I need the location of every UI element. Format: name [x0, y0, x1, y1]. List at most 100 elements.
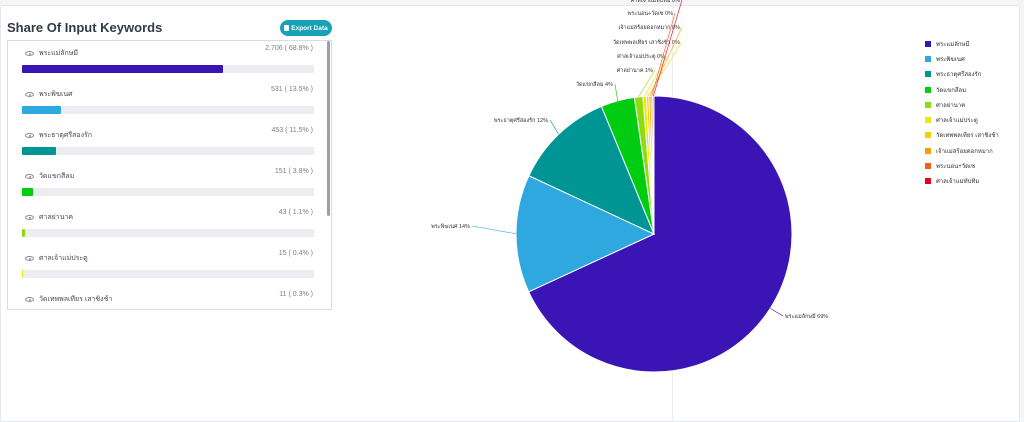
legend-label: ศาลย่านาค [936, 102, 966, 109]
legend-item[interactable]: พระนอน+วัดเซ [925, 158, 999, 173]
document-icon [284, 25, 290, 31]
legend-label: พระพิฆเนศ [936, 56, 965, 63]
keyword-bar-track [22, 106, 314, 114]
pie-data-label: ศาลเจ้าแม่ทับทิม 0% [631, 0, 680, 4]
legend-swatch [925, 55, 931, 62]
legend-item[interactable]: พระธาตุศรีสองรัก [925, 67, 999, 82]
legend-item[interactable]: พระพิฆเนศ [925, 51, 999, 66]
pie-slice[interactable] [652, 95, 655, 235]
legend-swatch [925, 147, 931, 154]
eye-icon[interactable] [25, 174, 34, 179]
keyword-bar-track [22, 270, 314, 278]
export-label: Export Data [291, 24, 328, 32]
legend-label: ศาลเจ้าแม่ประตู [936, 118, 978, 125]
pie-data-label: พระธาตุศรีสองรัก 12% [494, 117, 548, 124]
panel-title: Share Of Input Keywords [7, 20, 163, 35]
legend-swatch [925, 117, 931, 124]
share-pie-chart: พระแม่ลักษมี 69% พระพิฆเนศ 14% พระธาตุศรีส… [431, 0, 828, 373]
pie-data-label: พระแม่ลักษมี 69% [785, 313, 828, 320]
pie-label-leader [471, 225, 517, 235]
pie-label-leader [638, 69, 656, 98]
pie-label-leader [651, 12, 676, 97]
keyword-value: 15 ( 0.4% ) [278, 250, 313, 257]
legend-label: พระนอน+วัดเซ [936, 164, 976, 171]
keyword-label: วัดเทพพลเทียร เสาชิงช้า [39, 296, 113, 303]
pie-data-label: ศาลย่านาค 1% [617, 67, 653, 74]
keyword-value: 151 ( 3.8% ) [274, 168, 313, 175]
keyword-label: พระพิฆเนศ [39, 91, 73, 98]
legend-item[interactable]: ศาลเจ้าแม่ประตู [925, 112, 999, 127]
keyword-label: พระธาตุศรีสองรัก [39, 132, 92, 139]
keyword-bar-fill [22, 229, 26, 237]
keyword-list: พระแม่ลักษมี 2,706 ( 68.8% ) พระพิฆเนศ 531 … [7, 40, 332, 310]
keyword-value: 43 ( 1.1% ) [278, 209, 313, 216]
keyword-item: วัดเทพพลเทียร เสาชิงช้า 11 ( 0.3% ) [8, 287, 328, 309]
keyword-bar-track [22, 147, 314, 155]
legend-swatch [925, 163, 931, 170]
pie-label-leader [647, 41, 683, 97]
legend-label: วัดเทพพลเทียร เสาชิงช้า [936, 133, 999, 140]
legend-label: พระแม่ลักษมี [936, 41, 970, 48]
legend-item[interactable]: วัดแขกสีลม [925, 82, 999, 97]
keyword-label: ศาลย่านาค [39, 214, 74, 221]
legend-item[interactable]: ศาลย่านาค [925, 97, 999, 112]
legend-label: วัดแขกสีลม [936, 87, 967, 94]
legend-swatch [925, 132, 931, 139]
chart-legend: พระแม่ลักษมีพระพิฆเนศพระธาตุศรีสองรักวัด… [925, 36, 999, 189]
legend-label: พระธาตุศรีสองรัก [936, 72, 982, 79]
eye-icon[interactable] [25, 256, 34, 261]
pie-data-label: พระนอน+วัดเซ 0% [628, 10, 673, 17]
keyword-label: วัดแขกสีลม [39, 173, 75, 180]
keyword-value: 531 ( 13.5% ) [270, 86, 313, 93]
eye-icon[interactable] [25, 297, 34, 302]
legend-item[interactable]: วัดเทพพลเทียร เสาชิงช้า [925, 128, 999, 143]
pie-slice[interactable] [515, 175, 656, 293]
legend-item[interactable]: พระแม่ลักษมี [925, 36, 999, 51]
list-scrollbar[interactable] [327, 41, 330, 216]
pie-slice[interactable] [528, 105, 655, 235]
pie-data-label: วัดแขกสีลม 4% [576, 81, 613, 88]
legend-swatch [925, 178, 931, 185]
keyword-item: พระแม่ลักษมี 2,706 ( 68.8% ) [8, 41, 328, 82]
keyword-bar-track [22, 65, 314, 73]
pie-label-leader [549, 119, 559, 135]
legend-swatch [925, 71, 931, 78]
legend-label: ศาลเจ้าแม่ทับทิม [936, 179, 980, 186]
keyword-item: พระพิฆเนศ 531 ( 13.5% ) [8, 82, 328, 123]
keyword-item: ศาลเจ้าแม่ประตู 15 ( 0.4% ) [8, 246, 328, 287]
keyword-bar-track [22, 229, 314, 237]
keyword-bar-fill [22, 188, 34, 196]
keyword-value: 2,706 ( 68.8% ) [265, 45, 313, 52]
eye-icon[interactable] [25, 92, 34, 97]
keyword-label: พระแม่ลักษมี [39, 50, 79, 57]
eye-icon[interactable] [25, 133, 34, 138]
keyword-bar-fill [22, 65, 223, 73]
pie-data-label: เจ้าแม่สร้อยดอกหมาก 0% [618, 24, 680, 31]
legend-label: เจ้าแม่สร้อยดอกหมาก [936, 148, 993, 155]
pie-label-leader [614, 83, 618, 101]
pie-label-leader [653, 0, 683, 97]
keyword-item: พระธาตุศรีสองรัก 453 ( 11.5% ) [8, 123, 328, 164]
pie-data-label: ศาลเจ้าแม่ประตู 0% [617, 53, 665, 60]
keyword-value: 11 ( 0.3% ) [279, 291, 313, 298]
keyword-label: ศาลเจ้าแม่ประตู [39, 255, 88, 262]
pie-data-label: พระพิฆเนศ 14% [431, 223, 470, 230]
legend-swatch [925, 101, 931, 108]
legend-swatch [925, 86, 931, 93]
export-data-button[interactable]: Export Data [280, 20, 332, 36]
eye-icon[interactable] [25, 215, 34, 220]
keyword-item: วัดแขกสีลม 151 ( 3.8% ) [8, 164, 328, 205]
legend-item[interactable]: เจ้าแม่สร้อยดอกหมาก [925, 143, 999, 158]
pie-slice[interactable] [528, 95, 793, 373]
pie-data-label: วัดเทพพลเทียร เสาชิงช้า 0% [613, 39, 680, 46]
eye-icon[interactable] [25, 51, 34, 56]
keyword-bar-fill [22, 106, 62, 114]
keyword-bar-track [22, 188, 314, 196]
legend-swatch [925, 40, 931, 47]
keyword-value: 453 ( 11.5% ) [271, 127, 313, 134]
legend-item[interactable]: ศาลเจ้าแม่ทับทิม [925, 174, 999, 189]
pie-label-leader [770, 308, 784, 317]
keyword-bar-fill [22, 270, 24, 278]
keyword-bar-fill [22, 147, 56, 155]
keyword-item: ศาลย่านาค 43 ( 1.1% ) [8, 205, 328, 246]
